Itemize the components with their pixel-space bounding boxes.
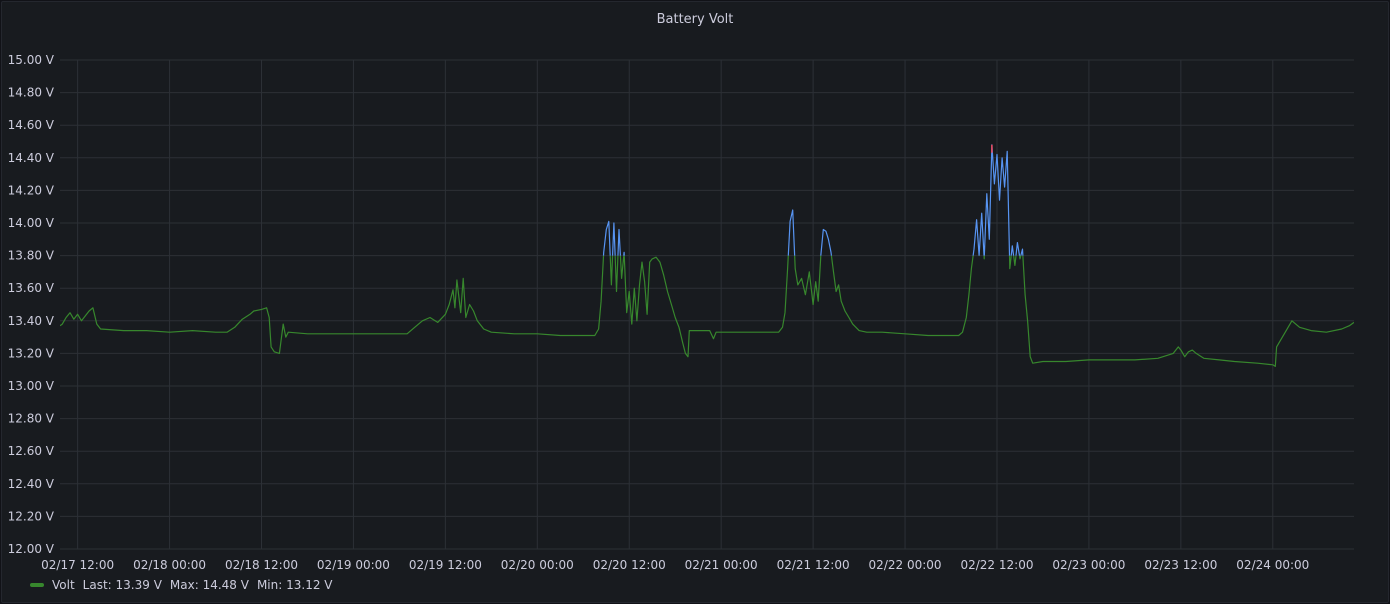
y-tick-label: 12.20 V — [8, 509, 55, 523]
y-tick-label: 12.40 V — [8, 477, 55, 491]
legend-max: Max: 14.48 V — [169, 578, 249, 592]
legend-min: Min: 13.12 V — [256, 578, 333, 592]
x-tick-label: 02/22 12:00 — [960, 558, 1033, 572]
legend-last: Last: 13.39 V — [82, 578, 162, 592]
x-tick-label: 02/21 12:00 — [777, 558, 850, 572]
y-tick-label: 14.80 V — [8, 86, 55, 100]
y-tick-label: 13.40 V — [8, 314, 55, 328]
y-tick-label: 12.00 V — [8, 542, 55, 556]
x-tick-label: 02/22 00:00 — [869, 558, 942, 572]
y-tick-label: 14.00 V — [8, 216, 55, 230]
y-tick-label: 14.60 V — [8, 118, 55, 132]
x-tick-label: 02/23 12:00 — [1144, 558, 1217, 572]
y-tick-label: 15.00 V — [8, 53, 55, 67]
panel-title: Battery Volt — [656, 12, 734, 27]
y-tick-label: 13.20 V — [8, 346, 55, 360]
x-tick-label: 02/20 12:00 — [593, 558, 666, 572]
x-tick-label: 02/20 00:00 — [501, 558, 574, 572]
x-tick-label: 02/17 12:00 — [41, 558, 114, 572]
x-tick-label: 02/23 00:00 — [1052, 558, 1125, 572]
y-tick-label: 13.80 V — [8, 249, 55, 263]
x-tick-label: 02/18 00:00 — [133, 558, 206, 572]
y-tick-label: 13.00 V — [8, 379, 55, 393]
x-tick-label: 02/18 12:00 — [225, 558, 298, 572]
legend-series-name: Volt — [52, 578, 75, 592]
legend[interactable]: Volt Last: 13.39 V Max: 14.48 V Min: 13.… — [30, 578, 340, 592]
x-tick-label: 02/19 12:00 — [409, 558, 482, 572]
y-tick-label: 12.60 V — [8, 444, 55, 458]
y-tick-label: 12.80 V — [8, 412, 55, 426]
x-tick-label: 02/19 00:00 — [317, 558, 390, 572]
y-tick-label: 14.20 V — [8, 183, 55, 197]
x-tick-label: 02/24 00:00 — [1236, 558, 1309, 572]
series-line-volt — [60, 255, 1354, 367]
x-tick-label: 02/21 00:00 — [685, 558, 758, 572]
y-tick-label: 13.60 V — [8, 281, 55, 295]
legend-swatch — [30, 583, 44, 587]
y-tick-label: 14.40 V — [8, 151, 55, 165]
